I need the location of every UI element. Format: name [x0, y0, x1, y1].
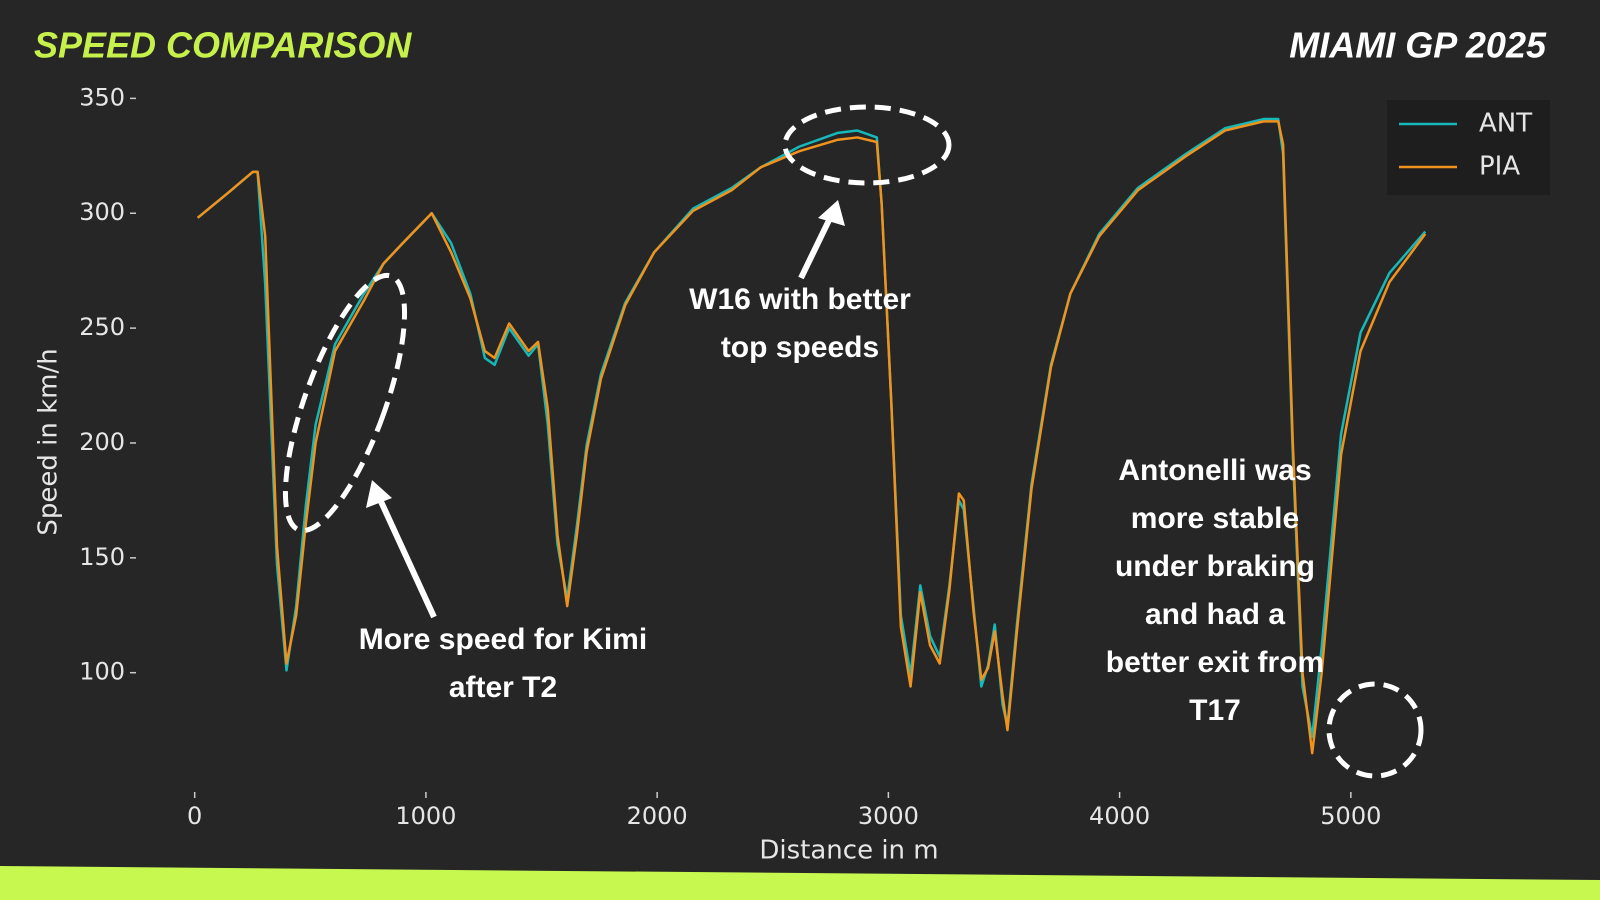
- legend-label: PIA: [1479, 152, 1520, 182]
- annotation: More speed for Kimi: [359, 623, 647, 656]
- annotation: and had a: [1145, 598, 1285, 631]
- annotation: under braking: [1115, 550, 1315, 583]
- annotation: after T2: [449, 671, 557, 704]
- arrowhead: [818, 200, 845, 226]
- series-line: [196, 120, 1427, 755]
- y-tick-label: 350: [79, 83, 125, 111]
- legend: ANT PIA: [1387, 100, 1550, 195]
- y-tick-label: 150: [79, 543, 125, 571]
- y-tick-label: 200: [79, 428, 125, 456]
- arrow: [798, 212, 835, 280]
- y-tick-label: 300: [79, 198, 125, 226]
- x-tick-label: 2000: [627, 802, 688, 830]
- y-tick-label: 100: [79, 658, 125, 686]
- x-tick-label: 4000: [1089, 802, 1150, 830]
- annotation: W16 with better: [689, 283, 911, 316]
- chart-title: SPEED COMPARISON: [34, 25, 412, 66]
- annotation: better exit from: [1106, 646, 1324, 679]
- annotation: more stable: [1131, 502, 1299, 535]
- annotation: T17: [1189, 694, 1241, 727]
- y-axis-label: Speed in km/h: [34, 348, 64, 535]
- arrowhead: [366, 480, 392, 508]
- arrow: [375, 493, 437, 619]
- annotation: top speeds: [721, 331, 879, 364]
- x-axis-label: Distance in m: [759, 836, 938, 866]
- accent-strip: [0, 866, 1600, 900]
- plot-area: 100 150 200 250 300 350 0 1000 2000 3000 4000 5000 A…: [79, 83, 1550, 830]
- chart-subtitle: MIAMI GP 2025: [1289, 25, 1547, 66]
- annotations: More speed for Kimi after T2 W16 with bett…: [359, 283, 1324, 727]
- y-tick-label: 250: [79, 313, 125, 341]
- legend-box: [1387, 100, 1550, 195]
- legend-label: ANT: [1479, 109, 1532, 139]
- highlight-ellipse: [782, 104, 952, 186]
- x-tick-label: 5000: [1320, 802, 1381, 830]
- annotation: Antonelli was: [1118, 454, 1311, 487]
- highlight-ellipse: [282, 272, 408, 534]
- annotation-arrows: [366, 200, 845, 619]
- x-tick-label: 1000: [395, 802, 456, 830]
- x-tick-label: 0: [187, 802, 202, 830]
- annotation-shapes: [282, 104, 1424, 779]
- x-tick-label: 3000: [858, 802, 919, 830]
- highlight-circle: [1326, 681, 1424, 779]
